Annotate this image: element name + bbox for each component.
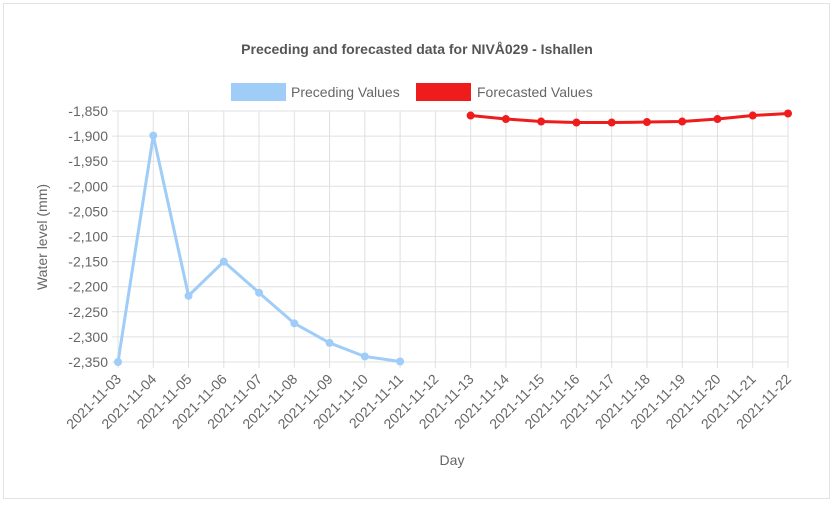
legend-label-preceding: Preceding Values	[291, 84, 400, 100]
data-point-preceding[interactable]	[290, 319, 299, 328]
legend-label-forecasted: Forecasted Values	[477, 84, 593, 100]
legend-swatch-forecasted	[416, 83, 471, 101]
series-line-forecasted	[470, 112, 789, 125]
data-point-preceding[interactable]	[325, 338, 334, 347]
y-tick-label: -1,850	[68, 103, 108, 119]
data-point-preceding[interactable]	[219, 257, 228, 266]
legend-item-preceding[interactable]: Preceding Values	[231, 83, 400, 101]
x-axis-ticks: 2021-11-032021-11-042021-11-052021-11-06…	[63, 371, 794, 432]
legend: Preceding Values Forecasted Values	[231, 83, 593, 101]
data-point-forecasted[interactable]	[607, 118, 616, 127]
legend-swatch-preceding	[231, 83, 286, 101]
y-tick-label: -2,000	[68, 178, 108, 194]
chart-title: Preceding and forecasted data for NIVÅ02…	[241, 41, 593, 57]
legend-item-forecasted[interactable]: Forecasted Values	[416, 83, 593, 101]
y-tick-label: -2,100	[68, 229, 108, 245]
data-point-forecasted[interactable]	[678, 117, 687, 126]
data-point-forecasted[interactable]	[642, 118, 651, 127]
data-point-preceding[interactable]	[114, 358, 122, 366]
data-point-preceding[interactable]	[149, 131, 158, 140]
data-point-forecasted[interactable]	[466, 111, 475, 120]
y-tick-label: -1,900	[68, 128, 108, 144]
data-point-forecasted[interactable]	[537, 117, 546, 126]
x-gridlines	[117, 111, 789, 368]
x-axis-title: Day	[440, 452, 465, 468]
y-tick-label: -2,300	[68, 329, 108, 345]
y-axis-title: Water level (mm)	[34, 184, 50, 290]
data-point-forecasted[interactable]	[501, 115, 510, 124]
y-tick-label: -1,950	[68, 153, 108, 169]
y-axis-ticks: -1,850 -1,900 -1,950 -2,000 -2,050 -2,100 -2,1…	[68, 103, 108, 370]
data-point-preceding[interactable]	[360, 352, 369, 361]
y-tick-label: -2,350	[68, 354, 108, 370]
series-lines	[116, 112, 789, 363]
data-point-preceding[interactable]	[184, 291, 193, 300]
data-point-preceding[interactable]	[255, 288, 264, 297]
data-point-forecasted[interactable]	[572, 118, 581, 127]
data-point-forecasted[interactable]	[713, 115, 722, 124]
data-point-forecasted[interactable]	[784, 109, 792, 118]
data-point-forecasted[interactable]	[748, 111, 757, 120]
y-tick-label: -2,050	[68, 203, 108, 219]
y-gridlines	[112, 110, 788, 363]
y-tick-label: -2,150	[68, 254, 108, 270]
y-tick-label: -2,250	[68, 304, 108, 320]
series-points	[114, 109, 792, 366]
data-point-preceding[interactable]	[396, 357, 405, 366]
y-tick-label: -2,200	[68, 279, 108, 295]
